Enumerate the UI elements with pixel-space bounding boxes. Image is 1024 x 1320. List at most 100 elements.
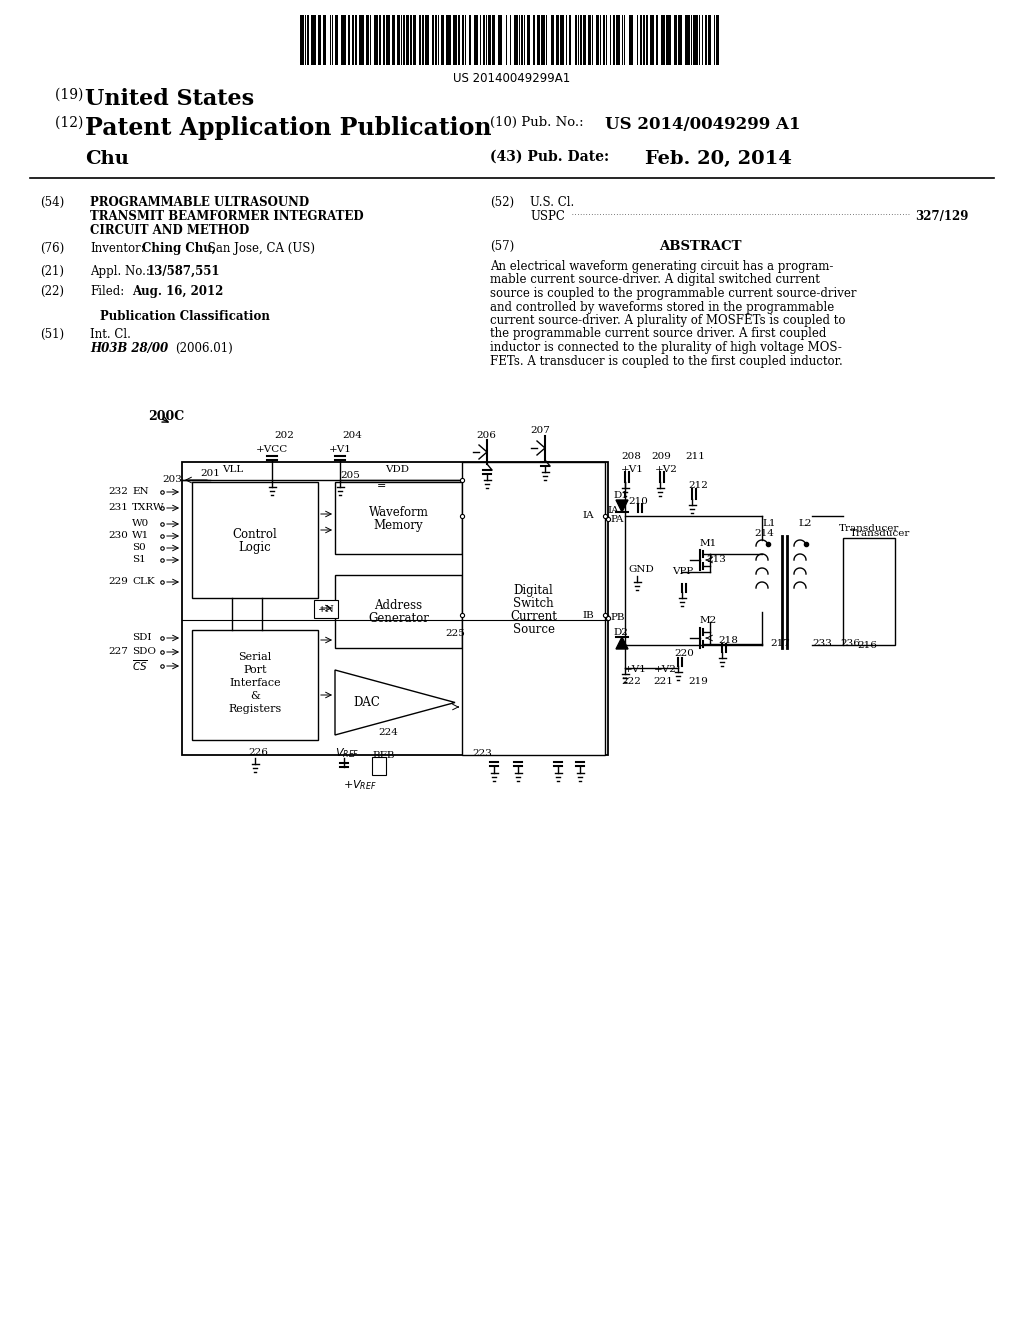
Text: SDO: SDO [132, 648, 156, 656]
Bar [685, 15, 690, 65]
Text: W1: W1 [132, 532, 150, 540]
Text: Address: Address [375, 599, 423, 612]
Text: +V1: +V1 [624, 665, 647, 675]
Text: +V1: +V1 [621, 465, 644, 474]
Text: (21): (21) [40, 265, 63, 279]
Bar [693, 15, 698, 65]
Bar [616, 15, 620, 65]
Bar [374, 15, 378, 65]
Text: 206: 206 [476, 432, 496, 440]
Bar [352, 15, 354, 65]
Text: and controlled by waveforms stored in the programmable: and controlled by waveforms stored in th… [490, 301, 835, 314]
Text: IA: IA [582, 511, 594, 520]
Text: VDD: VDD [385, 465, 409, 474]
Bar [521, 15, 523, 65]
Bar [383, 15, 385, 65]
Text: EN: EN [132, 487, 148, 496]
Text: 219: 219 [688, 677, 708, 686]
Text: Waveform: Waveform [369, 506, 428, 519]
Bar [348, 15, 350, 65]
Bar [474, 15, 478, 65]
Bar [716, 15, 719, 65]
Text: +V1: +V1 [329, 445, 351, 454]
Bar [483, 15, 485, 65]
Text: 229: 229 [109, 578, 128, 586]
Bar [379, 15, 381, 65]
Bar [514, 15, 518, 65]
Text: 220: 220 [674, 649, 694, 657]
Bar [193, 482, 318, 598]
Bar [335, 482, 462, 554]
Text: San Jose, CA (US): San Jose, CA (US) [204, 242, 315, 255]
Text: Ching Chu,: Ching Chu, [142, 242, 216, 255]
Bar [359, 15, 364, 65]
Text: IA: IA [607, 506, 618, 515]
Text: 227: 227 [109, 648, 128, 656]
Text: (10) Pub. No.:: (10) Pub. No.: [490, 116, 584, 129]
Bar [372, 756, 386, 775]
Text: S1: S1 [132, 556, 145, 565]
Text: 200C: 200C [148, 411, 184, 422]
Text: Source: Source [512, 623, 555, 636]
Text: TXRW: TXRW [132, 503, 165, 512]
Text: VLL: VLL [222, 465, 244, 474]
Text: US 20140049299A1: US 20140049299A1 [454, 73, 570, 84]
Text: mable current source-driver. A digital switched current: mable current source-driver. A digital s… [490, 273, 820, 286]
Bar [462, 15, 464, 65]
Text: 207: 207 [530, 426, 550, 436]
Text: (54): (54) [40, 195, 65, 209]
Bar [678, 15, 682, 65]
Text: 202: 202 [274, 432, 294, 440]
Bar [300, 15, 304, 65]
Bar [311, 15, 316, 65]
Text: 221: 221 [653, 677, 673, 686]
Text: (12): (12) [55, 116, 88, 129]
Bar [662, 15, 665, 65]
Polygon shape [616, 500, 628, 512]
Text: Chu: Chu [85, 150, 129, 168]
Bar [386, 15, 390, 65]
Text: 232: 232 [109, 487, 128, 496]
Polygon shape [616, 638, 628, 649]
Text: Logic: Logic [239, 540, 271, 553]
Bar [705, 15, 707, 65]
Text: 226: 226 [248, 748, 268, 756]
Bar [462, 462, 605, 755]
Bar [397, 15, 400, 65]
Text: +V2: +V2 [654, 665, 677, 675]
Bar [432, 15, 434, 65]
Text: Port: Port [244, 665, 266, 675]
Text: SDI: SDI [132, 634, 152, 643]
Text: 209: 209 [651, 451, 671, 461]
Bar [453, 15, 457, 65]
Text: CLK: CLK [132, 578, 155, 586]
Bar [335, 576, 462, 648]
Text: Registers: Registers [228, 704, 282, 714]
Text: 201: 201 [200, 469, 220, 478]
Text: (43) Pub. Date:: (43) Pub. Date: [490, 150, 609, 164]
Bar [341, 15, 346, 65]
Text: inductor is connected to the plurality of high voltage MOS-: inductor is connected to the plurality o… [490, 341, 842, 354]
Bar [314, 601, 338, 618]
Text: Current: Current [510, 610, 557, 623]
Text: S0: S0 [132, 544, 145, 553]
Text: 212: 212 [688, 480, 708, 490]
Bar [413, 15, 416, 65]
Text: Patent Application Publication: Patent Application Publication [85, 116, 492, 140]
Text: Filed:: Filed: [90, 285, 124, 298]
Text: Int. Cl.: Int. Cl. [90, 327, 131, 341]
Bar [650, 15, 654, 65]
Text: Inventor:: Inventor: [90, 242, 144, 255]
Text: 204: 204 [342, 432, 361, 440]
Text: PA: PA [610, 515, 624, 524]
Text: RFB: RFB [372, 751, 394, 760]
Bar [643, 15, 645, 65]
Text: $V_{REF}$: $V_{REF}$ [335, 746, 359, 760]
Text: Aug. 16, 2012: Aug. 16, 2012 [132, 285, 223, 298]
Bar [527, 15, 530, 65]
Text: +N: +N [317, 605, 335, 614]
Text: 218: 218 [718, 636, 738, 645]
Bar [366, 15, 369, 65]
Text: 214: 214 [754, 529, 774, 539]
Bar [551, 15, 554, 65]
